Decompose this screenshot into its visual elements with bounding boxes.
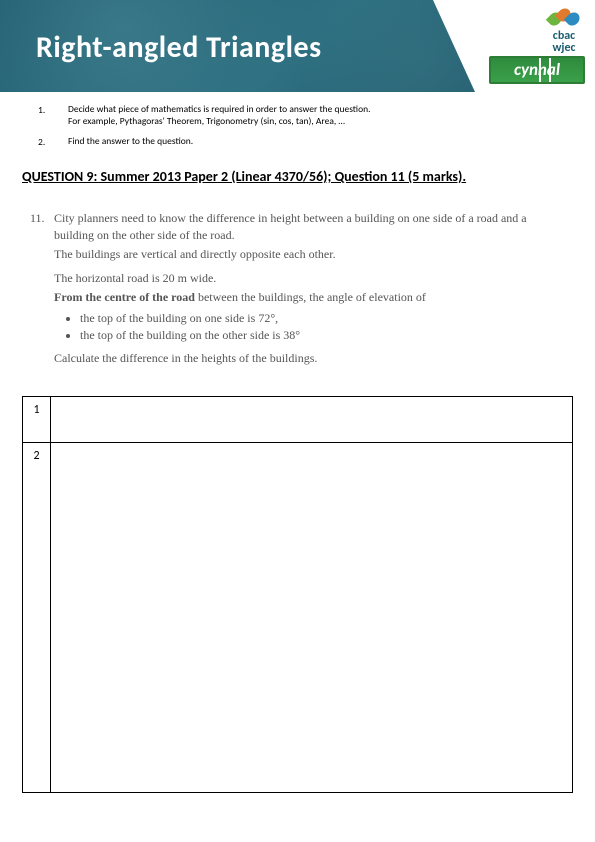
title-bar: Right-angled Triangles [0, 22, 460, 72]
answer-row-label: 1 [23, 397, 51, 443]
question-number: 11. [30, 210, 54, 308]
cynnal-logo: cynnal [489, 56, 585, 84]
instruction-row: 2. Find the answer to the question. [38, 136, 567, 148]
answer-table: 1 2 [22, 396, 573, 793]
instruction-row: 1. Decide what piece of mathematics is r… [38, 104, 567, 128]
page-title: Right-angled Triangles [36, 29, 322, 66]
question-bullet: the top of the building on one side is 7… [80, 310, 565, 327]
question-para: City planners need to know the differenc… [54, 210, 565, 244]
answer-cell [51, 443, 573, 793]
question-bullet: the top of the building on the other sid… [80, 327, 565, 344]
answer-cell [51, 397, 573, 443]
instruction-text: Decide what piece of mathematics is requ… [68, 104, 567, 128]
table-row: 2 [23, 443, 573, 793]
instruction-text: Find the answer to the question. [68, 136, 567, 148]
question-bullet-list: the top of the building on one side is 7… [80, 310, 565, 344]
instruction-number: 2. [38, 136, 68, 148]
instruction-number: 1. [38, 104, 68, 128]
question-para: The horizontal road is 20 m wide. [54, 270, 565, 287]
table-row: 1 [23, 397, 573, 443]
question-body: 11. City planners need to know the diffe… [30, 210, 565, 368]
wjec-logo: cbac wjec [547, 8, 581, 54]
cynnal-logo-text: cynnal [514, 59, 560, 80]
leaf-icon [547, 8, 581, 28]
question-para: The buildings are vertical and directly … [54, 246, 565, 263]
answer-row-label: 2 [23, 443, 51, 793]
question-heading: QUESTION 9: Summer 2013 Paper 2 (Linear … [22, 168, 573, 187]
instructions-block: 1. Decide what piece of mathematics is r… [38, 104, 567, 156]
question-para: Calculate the difference in the heights … [54, 350, 565, 367]
question-para: From the centre of the road between the … [54, 289, 565, 306]
logo-text-wjec: wjec [547, 42, 581, 54]
logo-area: cbac wjec cynnal [475, 0, 595, 92]
